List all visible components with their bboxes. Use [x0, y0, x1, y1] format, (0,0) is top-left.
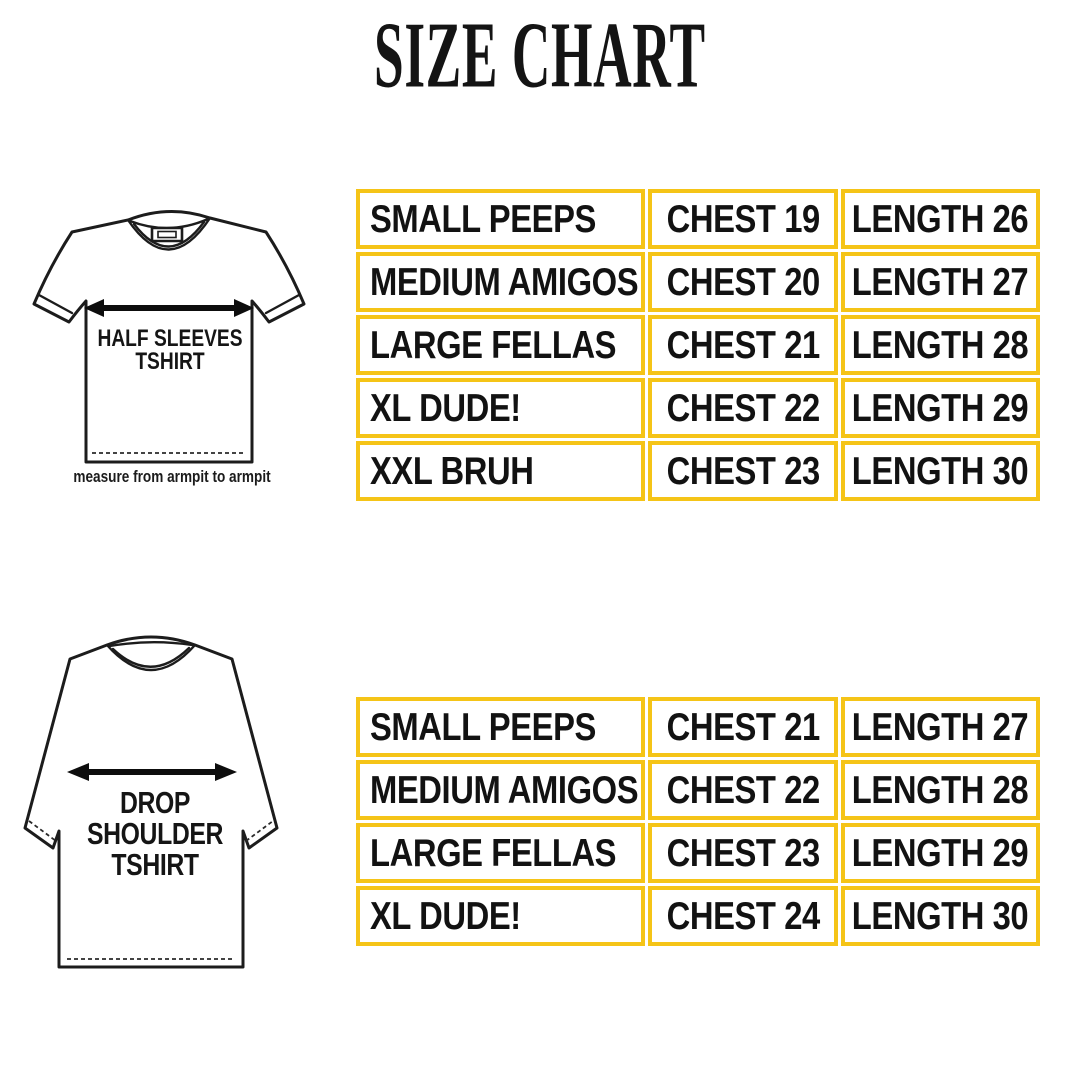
page-title: SIZE CHART [0, 2, 1080, 107]
length-cell-text: LENGTH 30 [852, 449, 1029, 493]
drop-shoulder-shirt-label: DROP SHOULDER TSHIRT [43, 787, 267, 880]
length-cell-text: LENGTH 29 [852, 831, 1029, 875]
chest-cell: CHEST 20 [648, 252, 838, 312]
chest-cell: CHEST 24 [648, 886, 838, 946]
half-sleeves-label-line1: HALF SLEEVES [97, 325, 243, 352]
size-cell-text: SMALL PEEPS [370, 705, 596, 749]
chest-cell-text: CHEST 21 [666, 323, 820, 367]
size-cell: SMALL PEEPS [356, 697, 645, 757]
size-cell-text: XL DUDE! [370, 894, 521, 938]
length-cell-text: LENGTH 28 [852, 768, 1029, 812]
chest-cell: CHEST 19 [648, 189, 838, 249]
chest-cell: CHEST 21 [648, 315, 838, 375]
chest-cell-text: CHEST 23 [666, 831, 820, 875]
size-cell: MEDIUM AMIGOS [356, 252, 645, 312]
size-cell: XL DUDE! [356, 886, 645, 946]
length-cell: LENGTH 26 [841, 189, 1040, 249]
size-cell-text: MEDIUM AMIGOS [370, 260, 639, 304]
drop-shoulder-label-line3: TSHIRT [111, 847, 199, 882]
chest-cell: CHEST 23 [648, 823, 838, 883]
length-cell-text: LENGTH 29 [852, 386, 1029, 430]
chest-cell-text: CHEST 22 [666, 768, 820, 812]
drop-shoulder-label-line2: SHOULDER [87, 816, 223, 851]
size-cell: XXL BRUH [356, 441, 645, 501]
sizes-table-drop-shoulder: SMALL PEEPS CHEST 21 LENGTH 27 MEDIUM AM… [356, 697, 1040, 946]
size-cell: LARGE FELLAS [356, 823, 645, 883]
size-cell-text: XXL BRUH [370, 449, 534, 493]
length-cell: LENGTH 28 [841, 315, 1040, 375]
size-cell: XL DUDE! [356, 378, 645, 438]
chest-measure-arrow [84, 299, 254, 317]
half-sleeves-shirt-label: HALF SLEEVES TSHIRT [70, 325, 270, 375]
length-cell: LENGTH 28 [841, 760, 1040, 820]
chest-measure-arrow [67, 763, 237, 781]
drop-shoulder-label-line1: DROP [119, 785, 191, 820]
half-sleeves-label-line2: TSHIRT [135, 348, 205, 375]
chest-cell-text: CHEST 21 [666, 705, 820, 749]
size-cell: SMALL PEEPS [356, 189, 645, 249]
size-cell-text: SMALL PEEPS [370, 197, 596, 241]
length-cell-text: LENGTH 27 [852, 705, 1029, 749]
half-sleeves-tshirt-illustration [32, 210, 306, 464]
length-cell: LENGTH 29 [841, 378, 1040, 438]
page-title-text: SIZE CHART [374, 2, 706, 107]
chest-cell: CHEST 23 [648, 441, 838, 501]
length-cell: LENGTH 30 [841, 441, 1040, 501]
chest-cell: CHEST 22 [648, 760, 838, 820]
size-cell-text: XL DUDE! [370, 386, 521, 430]
chest-cell-text: CHEST 22 [666, 386, 820, 430]
chest-cell-text: CHEST 20 [666, 260, 820, 304]
length-cell-text: LENGTH 28 [852, 323, 1029, 367]
chest-cell: CHEST 22 [648, 378, 838, 438]
drop-shoulder-tshirt-illustration [23, 635, 279, 969]
length-cell: LENGTH 29 [841, 823, 1040, 883]
length-cell: LENGTH 27 [841, 697, 1040, 757]
measure-caption: measure from armpit to armpit [73, 467, 271, 486]
size-cell-text: LARGE FELLAS [370, 831, 617, 875]
chest-cell-text: CHEST 23 [666, 449, 820, 493]
size-cell-text: LARGE FELLAS [370, 323, 617, 367]
sizes-table-half-sleeves: SMALL PEEPS CHEST 19 LENGTH 26 MEDIUM AM… [356, 189, 1040, 501]
length-cell-text: LENGTH 27 [852, 260, 1029, 304]
length-cell-text: LENGTH 26 [852, 197, 1029, 241]
chest-cell-text: CHEST 19 [666, 197, 820, 241]
length-cell-text: LENGTH 30 [852, 894, 1029, 938]
length-cell: LENGTH 27 [841, 252, 1040, 312]
chest-cell-text: CHEST 24 [666, 894, 820, 938]
size-cell: MEDIUM AMIGOS [356, 760, 645, 820]
size-cell: LARGE FELLAS [356, 315, 645, 375]
length-cell: LENGTH 30 [841, 886, 1040, 946]
size-cell-text: MEDIUM AMIGOS [370, 768, 639, 812]
chest-cell: CHEST 21 [648, 697, 838, 757]
